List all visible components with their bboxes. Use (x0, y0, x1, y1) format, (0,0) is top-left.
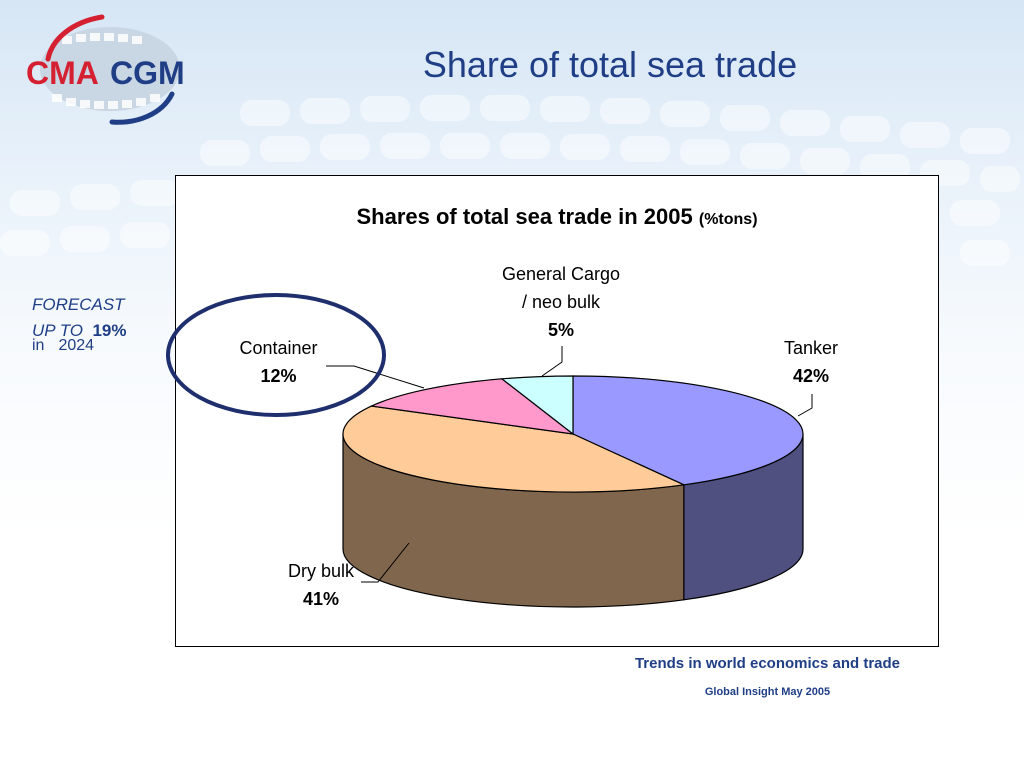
leader-line-container (326, 365, 425, 389)
label-general-cargo-line1: General Cargo (501, 264, 621, 284)
cma-cgm-logo: CMA CGM (22, 14, 192, 129)
label-dry-bulk-name: Dry bulk (287, 561, 354, 581)
forecast-upto: UP TO (32, 321, 84, 340)
pie-chart (326, 346, 813, 608)
label-general-cargo-line2: / neo bulk (521, 292, 601, 312)
label-dry-bulk-pct: 41% (302, 589, 340, 609)
chart-frame: Shares of total sea trade in 2005 (%tons… (175, 175, 939, 647)
label-container: Container 12% (226, 334, 331, 390)
pie-slice-tanker (572, 375, 804, 486)
forecast-value: 19% (92, 321, 127, 340)
forecast-highlight-circle (166, 293, 386, 417)
background-wave-pattern (0, 0, 1024, 400)
forecast-line-3: in 2024 (32, 338, 127, 354)
leader-line-tanker (797, 394, 813, 417)
pie-slice-general-cargo (500, 375, 574, 436)
label-tanker-pct: 42% (792, 366, 830, 386)
leader-line-general-cargo (541, 346, 563, 377)
pie-slice-dry-bulk (342, 405, 686, 493)
chart-title: Shares of total sea trade in 2005 (%tons… (176, 204, 938, 230)
pie-slice-container (369, 378, 576, 435)
label-container-pct: 12% (260, 366, 297, 386)
label-general-cargo: General Cargo / neo bulk 5% (466, 260, 656, 344)
label-tanker: Tanker 42% (766, 334, 856, 390)
chart-title-text: Shares of total sea trade in 2005 (356, 204, 693, 229)
forecast-line-1: FORECAST (32, 295, 125, 314)
label-container-name: Container (239, 338, 318, 358)
source-title: Trends in world economics and trade (634, 655, 901, 672)
leader-line-dry-bulk (361, 542, 410, 583)
label-tanker-name: Tanker (783, 338, 839, 358)
forecast-line-2: UP TO 19% (32, 318, 127, 344)
source-date: Global Insight May 2005 (704, 686, 831, 698)
forecast-in: in (32, 337, 45, 354)
logo-text-cgm: CGM (110, 55, 185, 91)
label-dry-bulk: Dry bulk 41% (271, 557, 371, 613)
forecast-year: 2024 (58, 337, 95, 354)
logo-text-cma: CMA (26, 55, 99, 91)
slide-title: Share of total sea trade (422, 44, 798, 85)
label-general-cargo-pct: 5% (547, 320, 574, 340)
forecast-note: FORECAST UP TO 19% in 2024 (32, 292, 127, 354)
chart-title-unit: (%tons) (698, 211, 758, 228)
